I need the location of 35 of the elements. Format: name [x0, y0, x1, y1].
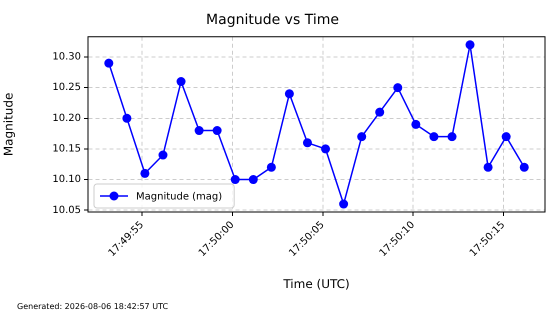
text: Generated: 2026-08-06 18:42:57 UTC [17, 302, 168, 311]
point [411, 120, 420, 129]
y-axis-title: Magnitude [1, 92, 16, 156]
legend-label: Magnitude (mag) [136, 192, 222, 203]
point [502, 132, 511, 142]
point [393, 83, 402, 92]
point [448, 132, 457, 142]
point [158, 150, 168, 160]
point [375, 108, 384, 117]
point [266, 162, 276, 172]
point [357, 132, 366, 142]
y-tick-label: 10.05 [52, 204, 81, 216]
point [339, 200, 348, 209]
point [520, 162, 529, 172]
point [284, 89, 294, 98]
point [302, 138, 312, 148]
point [321, 144, 330, 154]
point [122, 114, 132, 123]
point [466, 40, 475, 50]
point [212, 126, 222, 136]
point [140, 168, 150, 178]
y-tick-label: 10.20 [52, 112, 81, 124]
point [230, 175, 240, 184]
point [194, 126, 204, 136]
point [429, 132, 438, 142]
x-axis-title: Time (UTC) [282, 276, 350, 291]
chart-title: Magnitude vs Time [206, 12, 339, 28]
y-tick-label: 10.25 [52, 82, 81, 94]
point [484, 162, 493, 172]
y-tick-label: 10.30 [52, 52, 81, 63]
point [176, 77, 186, 86]
point [248, 175, 258, 184]
y-tick-label: 10.15 [52, 143, 81, 154]
y-tick-label: 10.10 [52, 174, 81, 186]
point [104, 58, 114, 68]
